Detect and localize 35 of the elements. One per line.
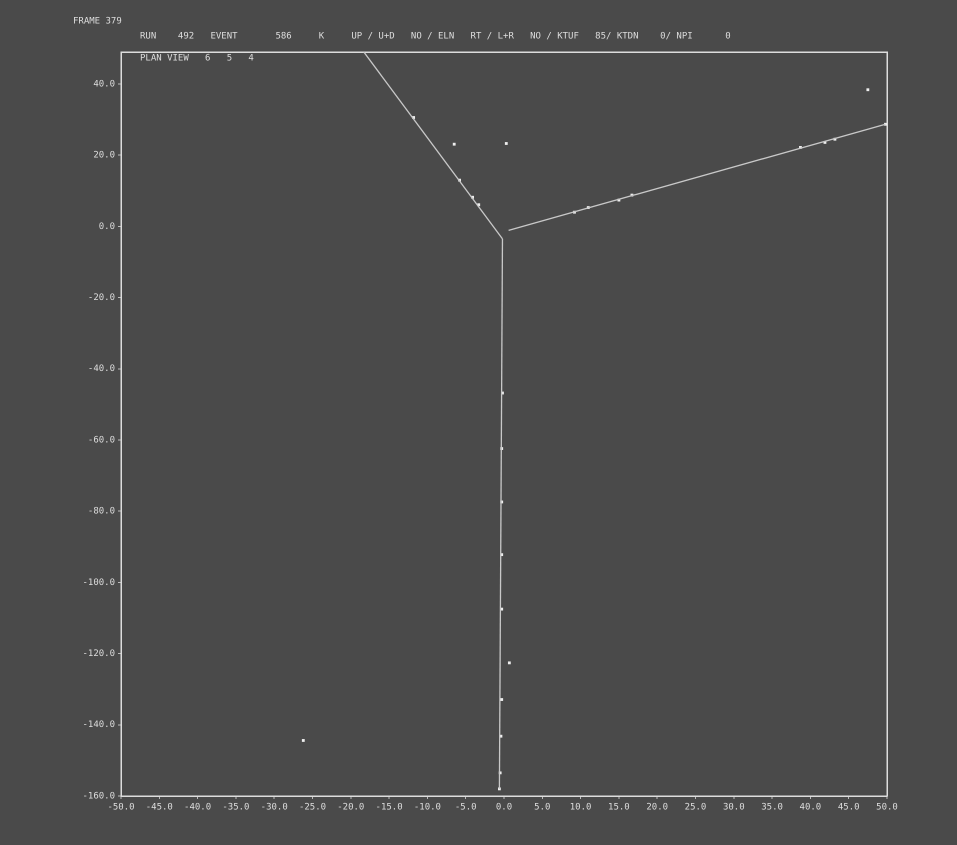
x-tick-label: -35.0 bbox=[222, 802, 250, 813]
x-tick-label: 30.0 bbox=[722, 802, 745, 813]
x-tick-label: -25.0 bbox=[298, 802, 326, 813]
y-tick-label: -20.0 bbox=[88, 292, 115, 303]
y-tick-label: -120.0 bbox=[82, 648, 115, 659]
x-tick-label: -5.0 bbox=[454, 802, 477, 813]
x-tick-label: 50.0 bbox=[876, 802, 898, 813]
x-tick-label: 40.0 bbox=[800, 802, 822, 813]
x-tick-label: 20.0 bbox=[646, 802, 668, 813]
annotation: PLAN VIEW 6 5 4 bbox=[140, 53, 254, 64]
x-tick-label: 5.0 bbox=[534, 802, 550, 813]
x-tick-label: 25.0 bbox=[684, 802, 706, 813]
x-tick-label: -45.0 bbox=[146, 802, 173, 813]
y-tick-label: -100.0 bbox=[82, 578, 115, 588]
chart-subtitle: RUN 492 EVENT 586 K UP / U+D NO / ELN RT / L+R NO / KTUF 85/ KTDN 0/ NPI 0 bbox=[140, 31, 731, 42]
x-tick-label: 45.0 bbox=[838, 802, 860, 813]
y-tick-label: -140.0 bbox=[82, 720, 115, 730]
x-tick-label: 0.0 bbox=[496, 802, 512, 813]
y-tick-label: -40.0 bbox=[88, 364, 115, 374]
y-tick-label: -80.0 bbox=[88, 506, 115, 517]
x-tick-label: -10.0 bbox=[414, 802, 441, 813]
x-tick-label: -30.0 bbox=[260, 802, 288, 813]
y-tick-label: 20.0 bbox=[93, 150, 115, 161]
x-tick-label: 10.0 bbox=[570, 802, 592, 813]
x-tick-label: -15.0 bbox=[376, 802, 403, 813]
x-tick-label: 15.0 bbox=[608, 802, 630, 813]
x-tick-label: -50.0 bbox=[107, 802, 135, 813]
x-tick-label: -40.0 bbox=[184, 802, 212, 813]
chart-title: FRAME 379 bbox=[73, 16, 122, 26]
x-tick-label: -20.0 bbox=[337, 802, 364, 813]
y-tick-label: -160.0 bbox=[82, 791, 115, 802]
y-tick-label: 0.0 bbox=[98, 222, 115, 232]
x-tick-label: 35.0 bbox=[761, 802, 783, 813]
y-tick-label: 40.0 bbox=[93, 79, 115, 90]
y-tick-label: -60.0 bbox=[88, 435, 115, 446]
